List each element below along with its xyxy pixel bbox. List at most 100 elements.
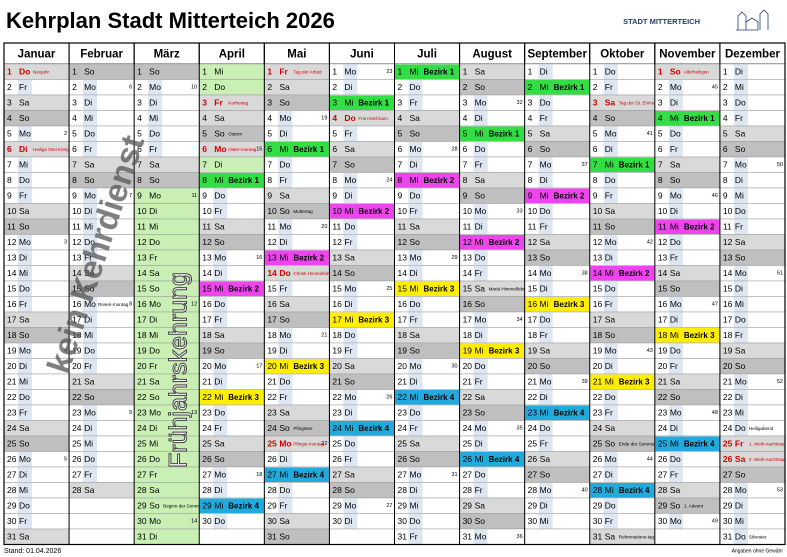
bezirk-label: Bezirk 4 xyxy=(424,393,455,402)
day-note: Rosen-montag xyxy=(98,302,129,307)
week-number: 13 xyxy=(191,410,197,416)
week-number: 31 xyxy=(451,472,457,478)
weekday: Mi xyxy=(344,206,353,216)
day-number: 12 xyxy=(463,237,473,247)
weekday: Fr xyxy=(410,423,418,433)
weekday: Di xyxy=(149,98,157,108)
weekday: Sa xyxy=(149,268,160,278)
weekday: Mi xyxy=(735,408,744,418)
weekday-band xyxy=(538,498,553,513)
day-number: 8 xyxy=(398,175,403,185)
weekday: Mo xyxy=(475,315,487,325)
weekday-band xyxy=(18,281,32,296)
empty-cell xyxy=(199,528,265,545)
day-cell xyxy=(329,172,395,189)
weekday: Di xyxy=(149,315,157,325)
day-number: 15 xyxy=(398,284,408,294)
weekday-band xyxy=(83,312,98,327)
weekday: Fr xyxy=(475,377,483,387)
weekday: Mi xyxy=(540,191,549,201)
week-number: 37 xyxy=(582,162,588,168)
weekday: Mo xyxy=(735,160,747,170)
day-number: 26 xyxy=(723,454,733,464)
day-number: 28 xyxy=(593,485,603,495)
weekday: Fr xyxy=(19,82,27,92)
weekday: Mo xyxy=(670,82,682,92)
day-number: 23 xyxy=(7,408,17,418)
weekday: Fr xyxy=(475,160,483,170)
day-number: 6 xyxy=(723,144,728,154)
day-number: 4 xyxy=(593,113,598,123)
week-number: 41 xyxy=(647,131,653,137)
month-header: Juni xyxy=(350,49,374,61)
weekday: Mo xyxy=(149,191,161,201)
bezirk-label: Bezirk 4 xyxy=(684,439,715,448)
weekday-band xyxy=(18,188,32,203)
bezirk-cell xyxy=(525,405,590,420)
weekday-band xyxy=(148,80,163,95)
day-cell xyxy=(199,63,265,80)
weekday: Sa xyxy=(279,82,290,92)
day-number: 30 xyxy=(463,516,473,526)
weekday: Di xyxy=(344,516,352,526)
weekday-band xyxy=(473,95,488,110)
bezirk-label: Bezirk 3 xyxy=(293,362,324,371)
day-number: 10 xyxy=(72,206,82,216)
weekday: Mi xyxy=(735,82,744,92)
day-number: 21 xyxy=(528,377,538,387)
weekday: Do xyxy=(19,67,30,77)
weekday: Fr xyxy=(149,253,157,263)
day-number: 30 xyxy=(7,516,17,526)
weekday: Do xyxy=(410,408,421,418)
weekday: Fr xyxy=(410,98,418,108)
day-number: 1 xyxy=(7,67,12,77)
weekday: Fr xyxy=(475,485,483,495)
day-number: 18 xyxy=(267,330,277,340)
weekday-band xyxy=(538,281,553,296)
day-number: 22 xyxy=(202,392,212,402)
day-number: 6 xyxy=(7,144,12,154)
day-number: 21 xyxy=(723,377,733,387)
weekday: Sa xyxy=(149,485,160,495)
day-note: 1. Advent xyxy=(684,503,704,508)
day-number: 27 xyxy=(7,470,17,480)
weekday: So xyxy=(410,346,421,356)
day-number: 23 xyxy=(593,408,603,418)
weekday: Fr xyxy=(410,206,418,216)
weekday-band xyxy=(733,157,748,172)
bezirk-cell xyxy=(590,157,655,172)
day-number: 17 xyxy=(593,315,603,325)
day-number: 17 xyxy=(332,315,342,325)
weekday: So xyxy=(19,330,30,340)
weekday-band xyxy=(83,405,98,420)
week-number: 49 xyxy=(712,519,718,525)
weekday: Mo xyxy=(19,454,31,464)
day-number: 28 xyxy=(267,485,277,495)
weekday: Mi xyxy=(735,191,744,201)
weekday: Sa xyxy=(84,268,95,278)
day-number: 5 xyxy=(267,129,272,139)
weekday-band xyxy=(408,80,423,95)
weekday: Fr xyxy=(605,516,613,526)
day-cell xyxy=(394,110,460,127)
weekday: Mo xyxy=(605,129,617,139)
weekday: Fr xyxy=(279,67,288,77)
weekday-band xyxy=(278,126,293,141)
day-number: 8 xyxy=(528,175,533,185)
weekday: So xyxy=(670,392,681,402)
weekday: Sa xyxy=(214,330,225,340)
day-number: 21 xyxy=(137,377,147,387)
weekday: Do xyxy=(410,516,421,526)
day-number: 6 xyxy=(658,144,663,154)
day-number: 24 xyxy=(332,423,342,433)
weekday-band xyxy=(343,405,358,420)
weekday: Fr xyxy=(84,144,92,154)
day-number: 15 xyxy=(593,284,603,294)
day-number: 2 xyxy=(202,82,207,92)
bezirk-label: Bezirk 1 xyxy=(554,83,585,92)
day-number: 18 xyxy=(658,330,668,340)
weekday: Sa xyxy=(605,423,616,433)
weekday: Mo xyxy=(84,191,96,201)
weekday-band xyxy=(148,95,163,110)
day-number: 26 xyxy=(658,454,668,464)
